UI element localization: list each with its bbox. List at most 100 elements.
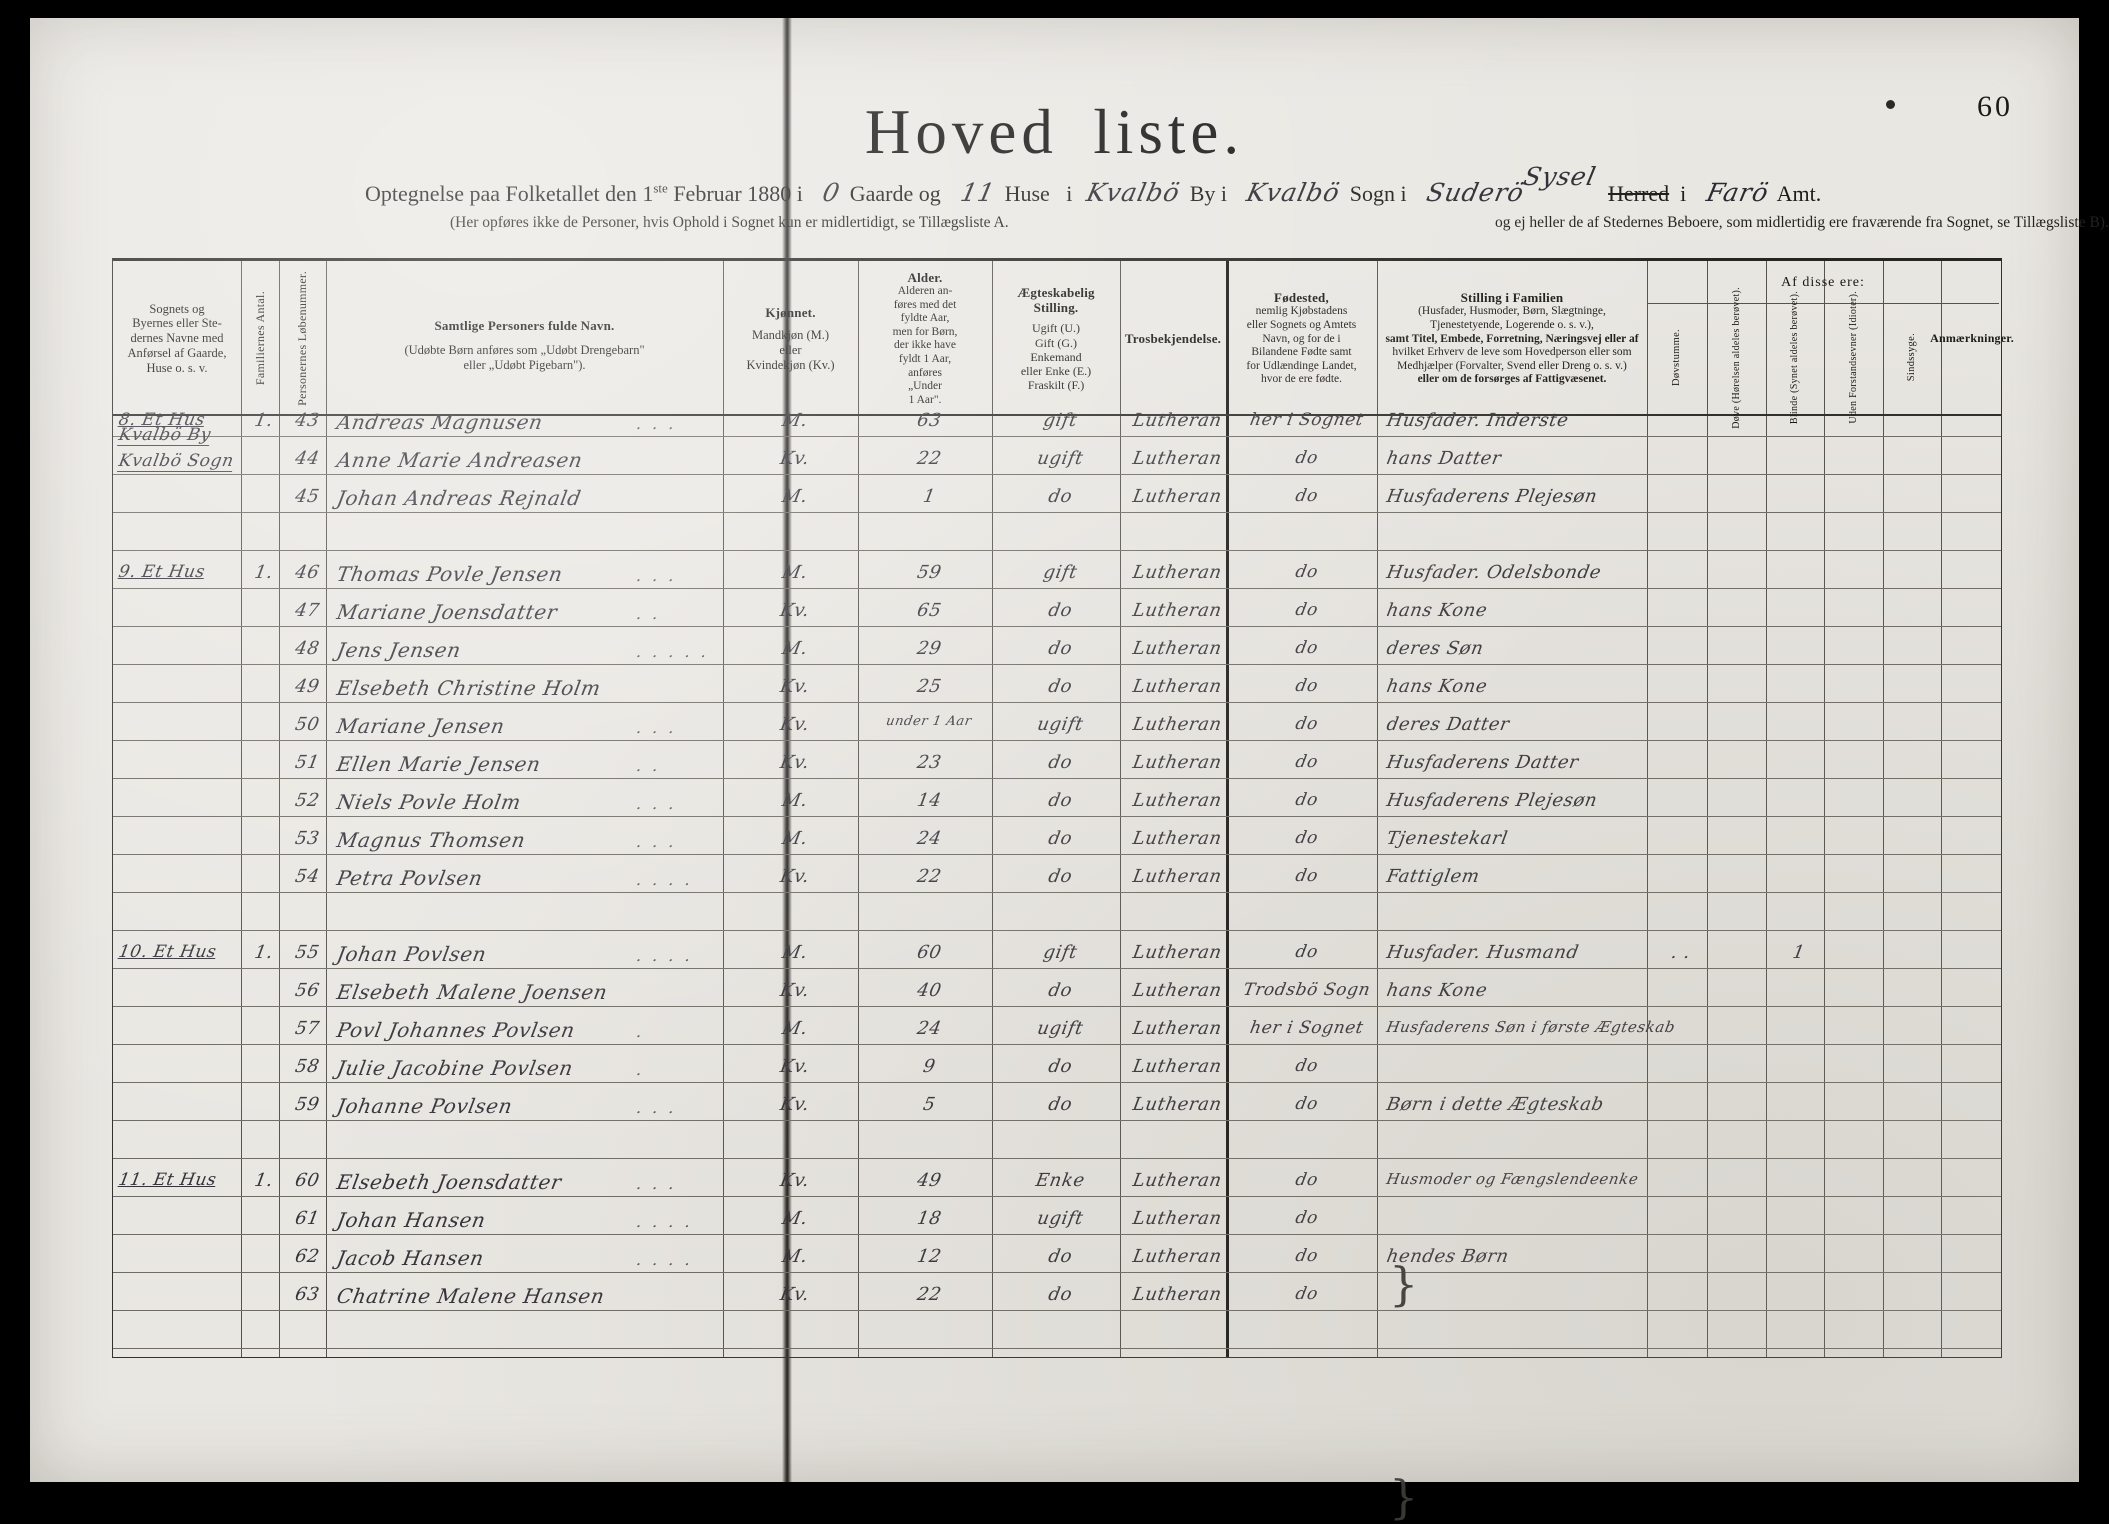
cell-deafmute[interactable]: . . — [1669, 942, 1693, 963]
cell-no[interactable]: 58 — [293, 1056, 322, 1077]
cell-age[interactable]: 1 — [921, 486, 938, 507]
cell-birthplace[interactable]: do — [1293, 1056, 1320, 1076]
cell-birthplace[interactable]: do — [1293, 1170, 1320, 1190]
cell-age[interactable]: 29 — [915, 638, 944, 659]
cell-marital[interactable]: ugift — [1035, 1208, 1086, 1229]
cell-sex[interactable]: Kv. — [778, 1094, 812, 1115]
cell-sex[interactable]: Kv. — [778, 676, 812, 697]
town-name-value[interactable]: Kvalbö — [1084, 178, 1184, 207]
cell-position[interactable]: Husfaderens Søn i første Ægteskab — [1385, 1018, 1677, 1036]
cell-place[interactable]: 8. Et Hus — [117, 410, 207, 430]
cell-faith[interactable]: Lutheran — [1131, 448, 1224, 469]
cell-sex[interactable]: Kv. — [778, 866, 812, 887]
cell-position[interactable]: Husfaderens Datter — [1385, 752, 1581, 773]
cell-marital[interactable]: do — [1046, 752, 1074, 773]
cell-birthplace[interactable]: do — [1293, 600, 1320, 620]
cell-marital[interactable]: do — [1046, 866, 1074, 887]
cell-age[interactable]: 12 — [915, 1246, 944, 1267]
cell-sex[interactable]: M. — [780, 942, 810, 963]
cell-name[interactable]: Povl Johannes Povlsen — [335, 1018, 578, 1042]
cell-age[interactable]: 22 — [915, 866, 944, 887]
cell-faith[interactable]: Lutheran — [1131, 676, 1224, 697]
cell-age[interactable]: 22 — [915, 448, 944, 469]
cell-faith[interactable]: Lutheran — [1131, 714, 1224, 735]
cell-no[interactable]: 61 — [293, 1208, 322, 1229]
cell-sex[interactable]: M. — [780, 828, 810, 849]
cell-name[interactable]: Elsebeth Christine Holm — [335, 676, 603, 700]
cell-sex[interactable]: M. — [780, 410, 810, 431]
parish-name-value[interactable]: Kvalbö — [1244, 178, 1344, 207]
cell-no[interactable]: 56 — [293, 980, 322, 1001]
cell-faith[interactable]: Lutheran — [1131, 1284, 1224, 1305]
cell-no[interactable]: 50 — [293, 714, 322, 735]
cell-age[interactable]: 14 — [915, 790, 944, 811]
cell-sex[interactable]: M. — [780, 638, 810, 659]
cell-marital[interactable]: ugift — [1035, 1018, 1086, 1039]
cell-age[interactable]: 18 — [915, 1208, 944, 1229]
cell-marital[interactable]: do — [1046, 980, 1074, 1001]
cell-sex[interactable]: M. — [780, 790, 810, 811]
cell-age[interactable]: 22 — [915, 1284, 944, 1305]
cell-birthplace[interactable]: do — [1293, 486, 1320, 506]
cell-age[interactable]: 24 — [915, 1018, 944, 1039]
cell-place[interactable]: 11. Et Hus — [117, 1170, 219, 1190]
cell-position[interactable]: deres Søn — [1385, 638, 1486, 659]
cell-no[interactable]: 46 — [293, 562, 322, 583]
cell-no[interactable]: 45 — [293, 486, 322, 507]
cell-sex[interactable]: Kv. — [778, 1056, 812, 1077]
cell-age[interactable]: 24 — [915, 828, 944, 849]
cell-position[interactable]: Husmoder og Fængslendeenke — [1385, 1170, 1641, 1188]
cell-sex[interactable]: Kv. — [778, 448, 812, 469]
cell-faith[interactable]: Lutheran — [1131, 1018, 1224, 1039]
cell-marital[interactable]: do — [1046, 486, 1074, 507]
cell-position[interactable]: Husfaderens Plejesøn — [1385, 790, 1600, 811]
cell-marital[interactable]: do — [1046, 638, 1074, 659]
houses-count-value[interactable]: 11 — [958, 178, 999, 207]
cell-marital[interactable]: ugift — [1035, 714, 1086, 735]
cell-no[interactable]: 47 — [293, 600, 322, 621]
cell-position[interactable]: deres Datter — [1385, 714, 1512, 735]
cell-sex[interactable]: Kv. — [778, 1170, 812, 1191]
cell-marital[interactable]: do — [1046, 1246, 1074, 1267]
cell-position[interactable]: Husfader. Odelsbonde — [1385, 562, 1603, 583]
cell-sex[interactable]: M. — [780, 1246, 810, 1267]
cell-marital[interactable]: do — [1046, 1284, 1074, 1305]
cell-faith[interactable]: Lutheran — [1131, 562, 1224, 583]
cell-faith[interactable]: Lutheran — [1131, 638, 1224, 659]
cell-sex[interactable]: Kv. — [778, 1284, 812, 1305]
cell-marital[interactable]: ugift — [1035, 448, 1086, 469]
cell-birthplace[interactable]: do — [1293, 638, 1320, 658]
cell-position[interactable]: hans Datter — [1385, 448, 1504, 469]
district-name-value[interactable]: Suderö — [1424, 178, 1528, 207]
cell-marital[interactable]: do — [1046, 828, 1074, 849]
cell-faith[interactable]: Lutheran — [1131, 866, 1224, 887]
cell-birthplace[interactable]: do — [1293, 562, 1320, 582]
cell-marital[interactable]: gift — [1041, 562, 1079, 583]
cell-family[interactable]: 1. — [252, 942, 275, 963]
cell-sex[interactable]: M. — [780, 562, 810, 583]
cell-family[interactable]: 1. — [252, 410, 275, 431]
cell-name[interactable]: Mariane Joensdatter — [335, 600, 560, 624]
cell-no[interactable]: 63 — [293, 1284, 322, 1305]
cell-position[interactable]: hans Kone — [1385, 980, 1490, 1001]
cell-place[interactable]: 9. Et Hus — [117, 562, 207, 582]
cell-faith[interactable]: Lutheran — [1131, 828, 1224, 849]
cell-age[interactable]: 5 — [921, 1094, 938, 1115]
cell-faith[interactable]: Lutheran — [1131, 600, 1224, 621]
cell-birthplace[interactable]: her i Sognet — [1248, 1018, 1366, 1038]
cell-faith[interactable]: Lutheran — [1131, 942, 1224, 963]
cell-faith[interactable]: Lutheran — [1131, 790, 1224, 811]
cell-sex[interactable]: M. — [780, 1018, 810, 1039]
cell-sex[interactable]: M. — [780, 486, 810, 507]
cell-position[interactable]: Fattiglem — [1385, 866, 1482, 887]
cell-faith[interactable]: Lutheran — [1131, 980, 1224, 1001]
cell-no[interactable]: 52 — [293, 790, 322, 811]
cell-birthplace[interactable]: do — [1293, 828, 1320, 848]
cell-no[interactable]: 51 — [293, 752, 322, 773]
cell-no[interactable]: 60 — [293, 1170, 322, 1191]
cell-faith[interactable]: Lutheran — [1131, 1170, 1224, 1191]
cell-birthplace[interactable]: do — [1293, 448, 1320, 468]
cell-position[interactable]: hendes Børn — [1385, 1246, 1511, 1267]
cell-birthplace[interactable]: do — [1293, 790, 1320, 810]
cell-birthplace[interactable]: do — [1293, 942, 1320, 962]
